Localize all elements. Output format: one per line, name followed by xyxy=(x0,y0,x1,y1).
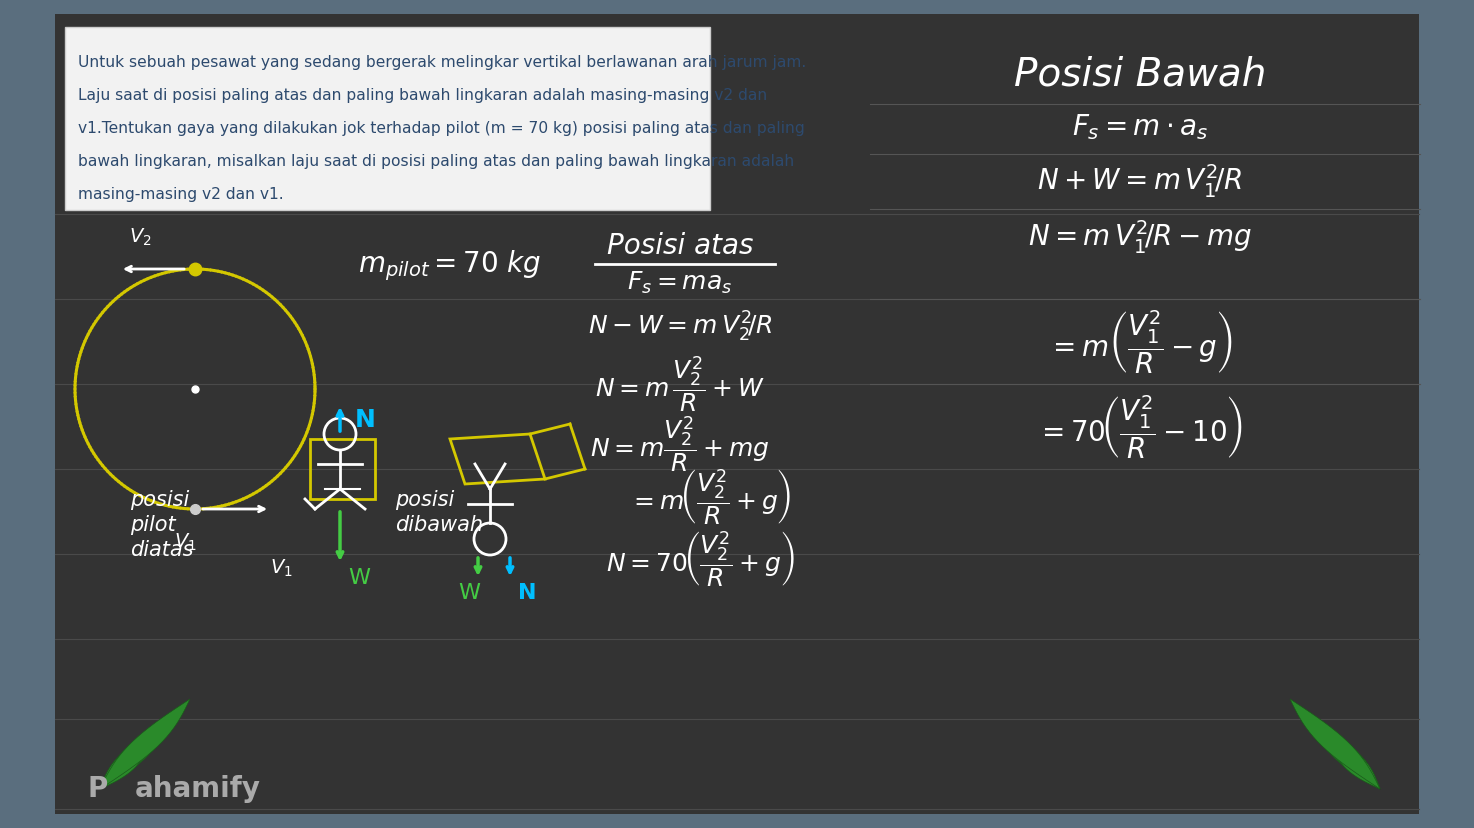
Text: pilot: pilot xyxy=(130,514,175,534)
Text: $m_{pilot} = 70\ kg$: $m_{pilot} = 70\ kg$ xyxy=(358,248,542,282)
Text: $F_s= m \cdot a_s$: $F_s= m \cdot a_s$ xyxy=(1072,112,1209,142)
Text: ahamify: ahamify xyxy=(136,774,261,802)
Polygon shape xyxy=(1302,710,1380,789)
Text: $N = m\dfrac{V_2^2}{R} + mg$: $N = m\dfrac{V_2^2}{R} + mg$ xyxy=(590,415,769,474)
Text: W: W xyxy=(458,582,481,602)
Polygon shape xyxy=(100,741,147,789)
Text: Laju saat di posisi paling atas dan paling bawah lingkaran adalah masing-masing : Laju saat di posisi paling atas dan pali… xyxy=(78,88,768,103)
Polygon shape xyxy=(1328,737,1380,789)
Polygon shape xyxy=(100,720,170,789)
Text: $N = m\,V_1^2\!/R - mg$: $N = m\,V_1^2\!/R - mg$ xyxy=(1027,218,1251,256)
Polygon shape xyxy=(1310,720,1380,789)
Text: $N - W = m\,V_2^2\!/R$: $N - W = m\,V_2^2\!/R$ xyxy=(588,310,772,344)
Text: posisi: posisi xyxy=(395,489,454,509)
Text: N: N xyxy=(517,582,537,602)
FancyBboxPatch shape xyxy=(65,28,710,211)
Text: P: P xyxy=(88,774,108,802)
Text: v1.Tentukan gaya yang dilakukan jok terhadap pilot (m = 70 kg) posisi paling ata: v1.Tentukan gaya yang dilakukan jok terh… xyxy=(78,121,805,136)
Text: $N = m\,\dfrac{V_2^2}{R} + W$: $N = m\,\dfrac{V_2^2}{R} + W$ xyxy=(595,354,765,415)
Text: $V_1$: $V_1$ xyxy=(270,557,293,579)
Text: W: W xyxy=(348,567,370,587)
Text: posisi: posisi xyxy=(130,489,189,509)
Text: masing-masing v2 dan v1.: masing-masing v2 dan v1. xyxy=(78,187,283,202)
Text: N: N xyxy=(355,407,376,431)
Text: $N = 70\!\left(\dfrac{V_2^2}{R} + g\right)$: $N = 70\!\left(\dfrac{V_2^2}{R} + g\righ… xyxy=(606,529,794,590)
Polygon shape xyxy=(1290,699,1380,789)
Text: $= m\left(\dfrac{V_1^2}{R} - g\right)$: $= m\left(\dfrac{V_1^2}{R} - g\right)$ xyxy=(1047,308,1232,375)
Text: Untuk sebuah pesawat yang sedang bergerak melingkar vertikal berlawanan arah jar: Untuk sebuah pesawat yang sedang bergera… xyxy=(78,55,806,70)
Polygon shape xyxy=(100,710,178,789)
Text: $N + W = m\,V_1^2\!/R$: $N + W = m\,V_1^2\!/R$ xyxy=(1038,161,1243,200)
Text: $= m\!\left(\dfrac{V_2^2}{R} + g\right)$: $= m\!\left(\dfrac{V_2^2}{R} + g\right)$ xyxy=(629,468,792,527)
Text: $= 70\!\left(\dfrac{V_1^2}{R} - 10\right)$: $= 70\!\left(\dfrac{V_1^2}{R} - 10\right… xyxy=(1036,392,1244,460)
Text: $V_2$: $V_2$ xyxy=(128,226,152,248)
Text: Posisi Bawah: Posisi Bawah xyxy=(1014,55,1266,93)
Text: $V_1$: $V_1$ xyxy=(174,532,196,552)
Polygon shape xyxy=(100,737,152,789)
Polygon shape xyxy=(100,699,190,789)
Polygon shape xyxy=(1332,741,1380,789)
Text: diatas: diatas xyxy=(130,539,193,560)
Text: dibawah: dibawah xyxy=(395,514,483,534)
Text: bawah lingkaran, misalkan laju saat di posisi paling atas dan paling bawah lingk: bawah lingkaran, misalkan laju saat di p… xyxy=(78,154,794,169)
Text: Posisi atas: Posisi atas xyxy=(607,232,753,260)
Text: $F_s = ma_s$: $F_s = ma_s$ xyxy=(628,270,733,296)
